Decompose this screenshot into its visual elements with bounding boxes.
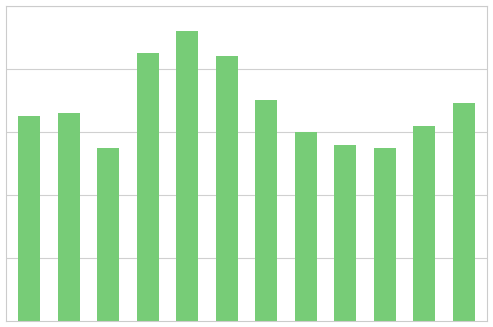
Bar: [176, 31, 198, 321]
Bar: [18, 116, 40, 321]
Bar: [334, 145, 356, 321]
Bar: [453, 103, 475, 321]
Bar: [98, 148, 119, 321]
Bar: [216, 56, 238, 321]
Bar: [255, 100, 277, 321]
Bar: [58, 113, 79, 321]
Bar: [374, 148, 395, 321]
Bar: [137, 53, 159, 321]
Bar: [414, 126, 435, 321]
Bar: [295, 132, 317, 321]
